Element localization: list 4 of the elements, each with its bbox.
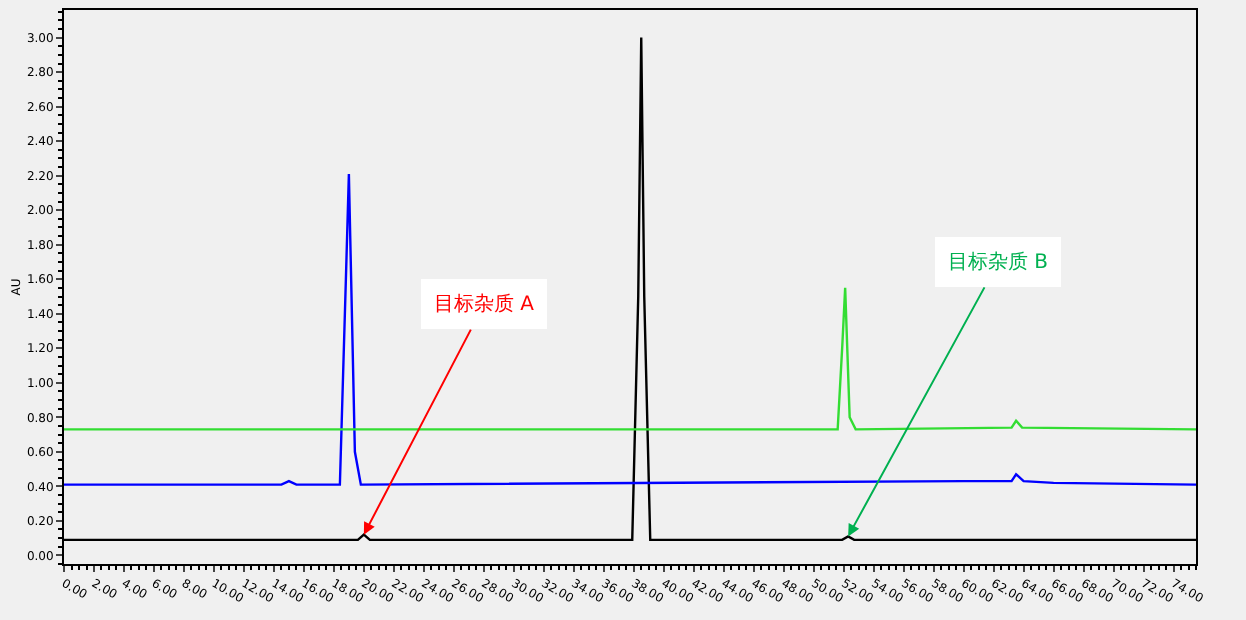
line-series [64,286,1196,431]
line-series [64,172,1196,486]
annotation: 目标杂质 B [948,250,1049,274]
annotation: 目标杂质 A [434,292,535,316]
